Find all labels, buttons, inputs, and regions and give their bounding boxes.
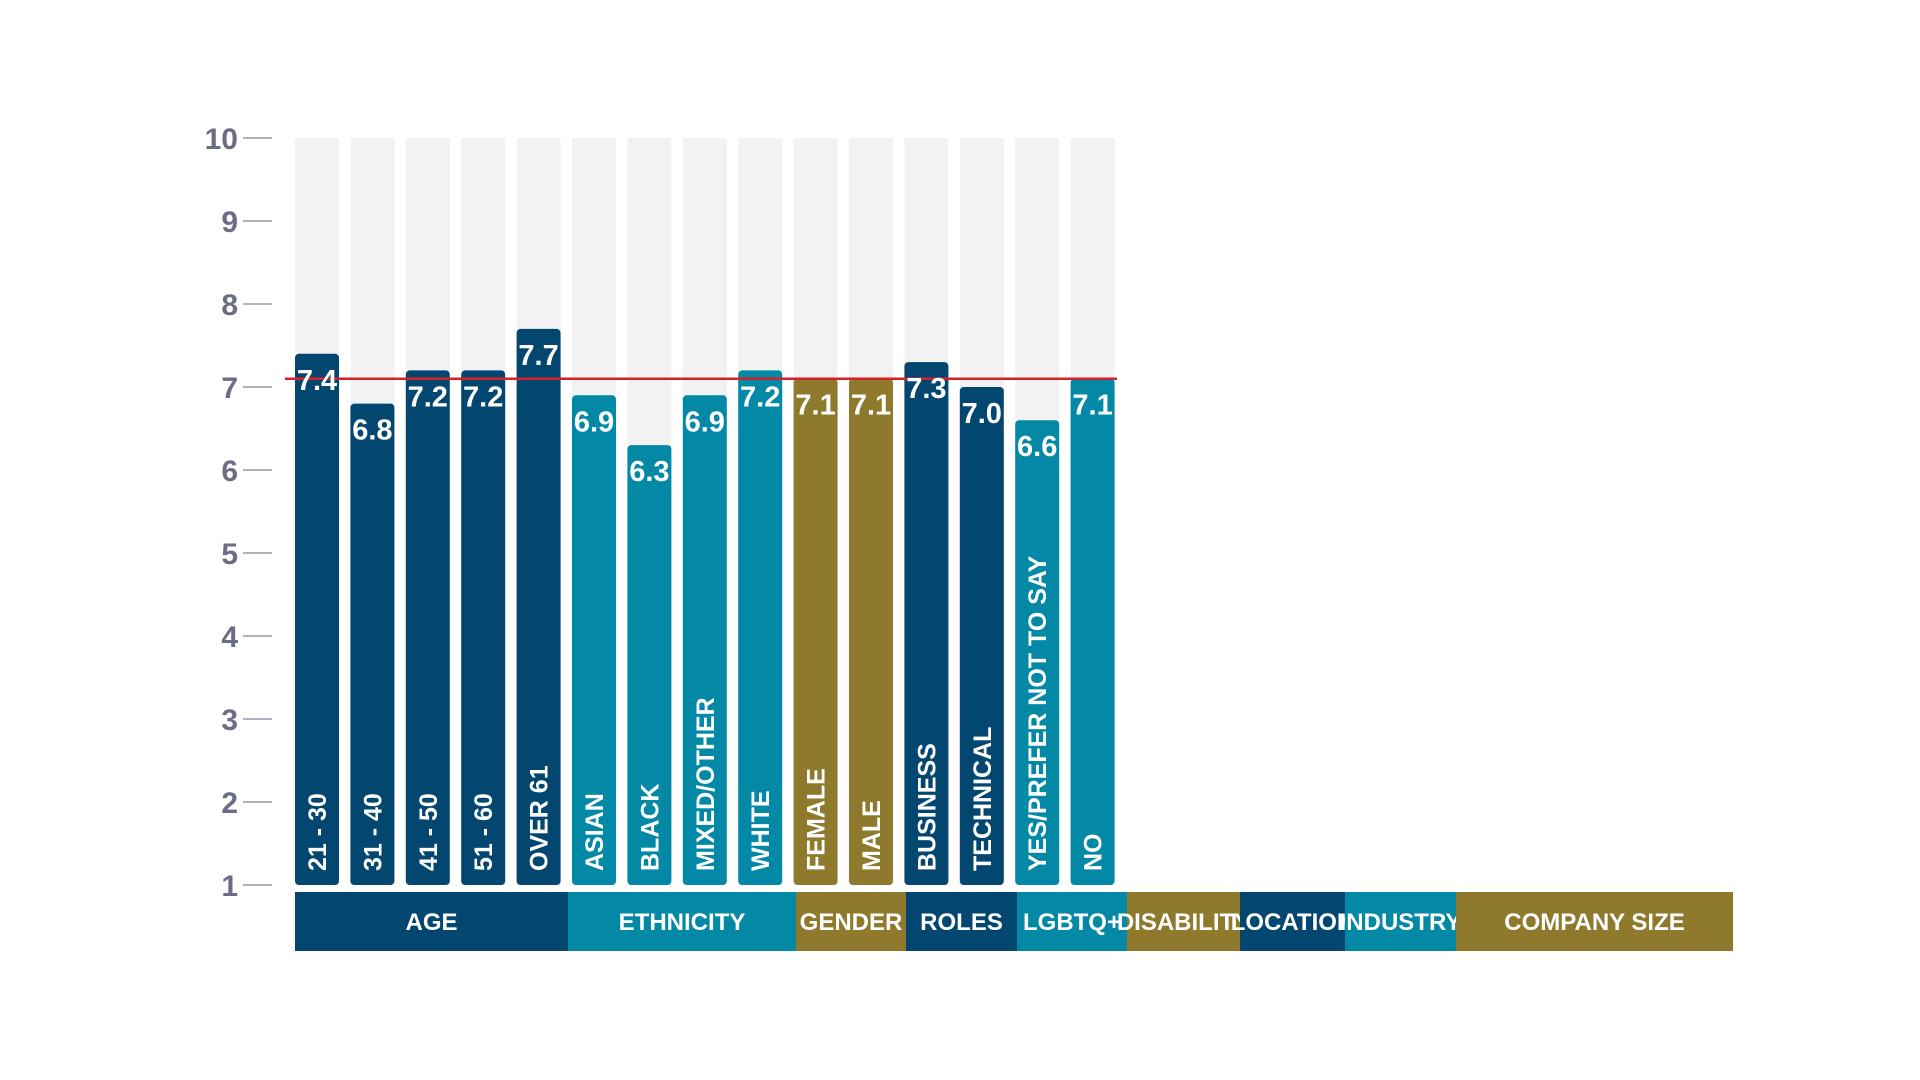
- bar-female: [793, 378, 838, 885]
- bar-black: [627, 445, 672, 885]
- group-band-industry: [1345, 892, 1456, 951]
- group-label-age: AGE: [405, 909, 457, 936]
- y-tick-label-10: 10: [205, 123, 238, 156]
- category-label-business: BUSINESS: [913, 743, 941, 871]
- value-label-technical: 7.0: [962, 398, 1002, 430]
- category-label-31-40: 31 - 40: [359, 793, 387, 871]
- category-label-41-50: 41 - 50: [415, 793, 443, 871]
- y-tick-label-6: 6: [221, 455, 238, 488]
- bar-41-50: [405, 370, 450, 885]
- group-band-location: [1240, 892, 1345, 951]
- category-label-51-60: 51 - 60: [470, 793, 498, 871]
- group-label-location: LOCATION: [1231, 909, 1355, 936]
- bar-technical: [959, 387, 1004, 885]
- value-label-41-50: 7.2: [408, 381, 448, 413]
- category-label-black: BLACK: [636, 784, 664, 872]
- y-axis: 1 2 3 4 5 6 7 8 9 10: [205, 123, 272, 903]
- category-labels: 21 - 30 31 - 40 41 - 50 51 - 60 OVER 61 ASIAN…: [304, 555, 1108, 871]
- value-label-male: 7.1: [851, 390, 891, 422]
- group-band-age: [295, 892, 568, 951]
- value-label-yes-prefer-not-to-say: 6.6: [1017, 431, 1057, 463]
- y-tick-label-9: 9: [221, 206, 238, 239]
- category-label-white: WHITE: [747, 790, 775, 871]
- bar-mixed-other: [682, 395, 727, 885]
- group-label-roles: ROLES: [920, 909, 1003, 936]
- group-label-lgbtq: LGBTQ+: [1023, 909, 1121, 936]
- bar-51-60: [461, 370, 506, 885]
- bar-21-30: [295, 353, 339, 885]
- group-band: AGE ETHNICITY GENDER ROLES LGBTQ+DISABILITYL…: [295, 892, 1733, 951]
- value-label-no: 7.1: [1072, 390, 1112, 422]
- group-label-industry: INDUSTRY: [1340, 909, 1462, 936]
- value-label-business: 7.3: [906, 373, 946, 405]
- category-label-male: MALE: [858, 800, 886, 871]
- value-label-black: 6.3: [629, 456, 669, 488]
- group-band-disability: [1127, 892, 1240, 951]
- group-band-company-size: [1456, 892, 1733, 951]
- category-label-mixed-other: MIXED/OTHER: [692, 697, 720, 871]
- group-label-disability: DISABILITY: [1117, 909, 1250, 936]
- y-tick-label-4: 4: [221, 621, 238, 654]
- value-labels: 7.4 6.8 7.2 7.2 7.7 6.9 6.3 6.9 7.2 7.1 7.1 7.3 7.0 6…: [297, 340, 1113, 488]
- bar-asian: [572, 395, 616, 885]
- value-label-31-40: 6.8: [352, 415, 392, 447]
- category-label-yes-prefer-not-to-say: YES/PREFER NOT TO SAY: [1024, 555, 1052, 871]
- value-label-mixed-other: 6.9: [685, 406, 725, 438]
- value-label-51-60: 7.2: [463, 381, 503, 413]
- value-label-21-30: 7.4: [297, 365, 337, 397]
- bar-white: [738, 370, 783, 885]
- group-label-gender: GENDER: [800, 909, 903, 936]
- group-band-ethnicity: [568, 892, 796, 951]
- group-label-company-size: COMPANY SIZE: [1504, 909, 1684, 936]
- bar-over-61: [516, 328, 561, 885]
- y-tick-label-8: 8: [221, 289, 238, 322]
- group-band-roles: [906, 892, 1017, 951]
- value-label-asian: 6.9: [574, 406, 614, 438]
- group-band-lgbtq: [1017, 892, 1127, 951]
- bar-yes-prefer-not-to-say: [1015, 420, 1060, 885]
- y-tick-label-2: 2: [221, 787, 238, 820]
- category-label-no: NO: [1080, 834, 1108, 872]
- group-band-gender: [796, 892, 906, 951]
- category-label-21-30: 21 - 30: [304, 793, 332, 871]
- category-label-over-61: OVER 61: [526, 765, 554, 871]
- y-tick-label-3: 3: [221, 704, 238, 737]
- category-label-asian: ASIAN: [581, 793, 609, 871]
- y-tick-label-1: 1: [221, 870, 238, 903]
- bars: [295, 328, 1115, 886]
- bar-no: [1070, 378, 1115, 885]
- category-label-technical: TECHNICAL: [969, 727, 997, 871]
- y-tick-label-7: 7: [221, 372, 238, 405]
- value-label-over-61: 7.7: [518, 340, 558, 372]
- bar-male: [849, 378, 893, 885]
- value-label-white: 7.2: [740, 381, 780, 413]
- category-label-female: FEMALE: [803, 768, 831, 871]
- bar-31-40: [350, 403, 395, 885]
- value-label-female: 7.1: [795, 390, 835, 422]
- y-tick-label-5: 5: [221, 538, 238, 571]
- bar-business: [904, 362, 949, 886]
- group-label-ethnicity: ETHNICITY: [619, 909, 746, 936]
